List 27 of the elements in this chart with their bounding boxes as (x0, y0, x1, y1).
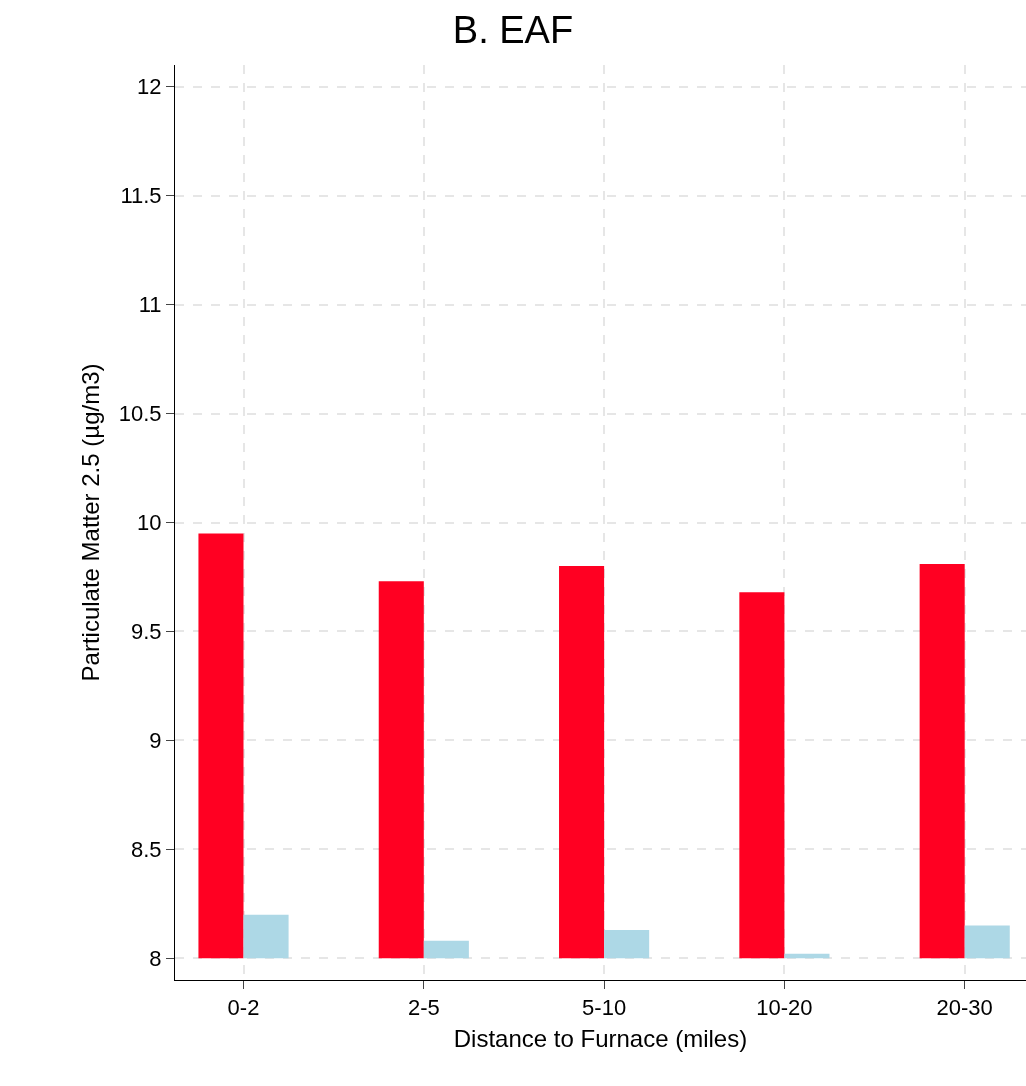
x-tick-label: 20-30 (936, 995, 993, 1021)
bar (559, 566, 605, 959)
bar (784, 953, 830, 959)
x-tick-label: 5-10 (582, 995, 627, 1021)
y-tick-label: 10.5 (118, 401, 162, 427)
y-tick-label: 12 (137, 74, 162, 100)
x-axis-title: Distance to Furnace (miles) (453, 1024, 748, 1052)
bar (198, 533, 244, 959)
bar (604, 929, 650, 959)
bar (423, 940, 469, 959)
x-tick-label: 10-20 (756, 995, 813, 1021)
y-tick-label: 8 (149, 945, 162, 971)
y-tick-label: 10 (137, 510, 162, 536)
bar (243, 914, 289, 959)
y-tick-label: 11.5 (120, 183, 162, 209)
y-tick-label: 11 (138, 292, 162, 318)
y-axis-title: Particulate Matter 2.5 (µg/m3) (76, 363, 104, 682)
y-tick-label: 8.5 (131, 836, 162, 862)
bar (739, 592, 785, 959)
bar (919, 563, 965, 959)
bar (378, 581, 424, 959)
y-tick-label: 9 (149, 728, 162, 754)
chart-title: B. EAF (452, 8, 574, 51)
y-tick-label: 9.5 (131, 619, 162, 645)
bar (964, 925, 1010, 959)
x-tick-label: 0-2 (227, 995, 260, 1021)
x-tick-label: 2-5 (407, 995, 440, 1021)
